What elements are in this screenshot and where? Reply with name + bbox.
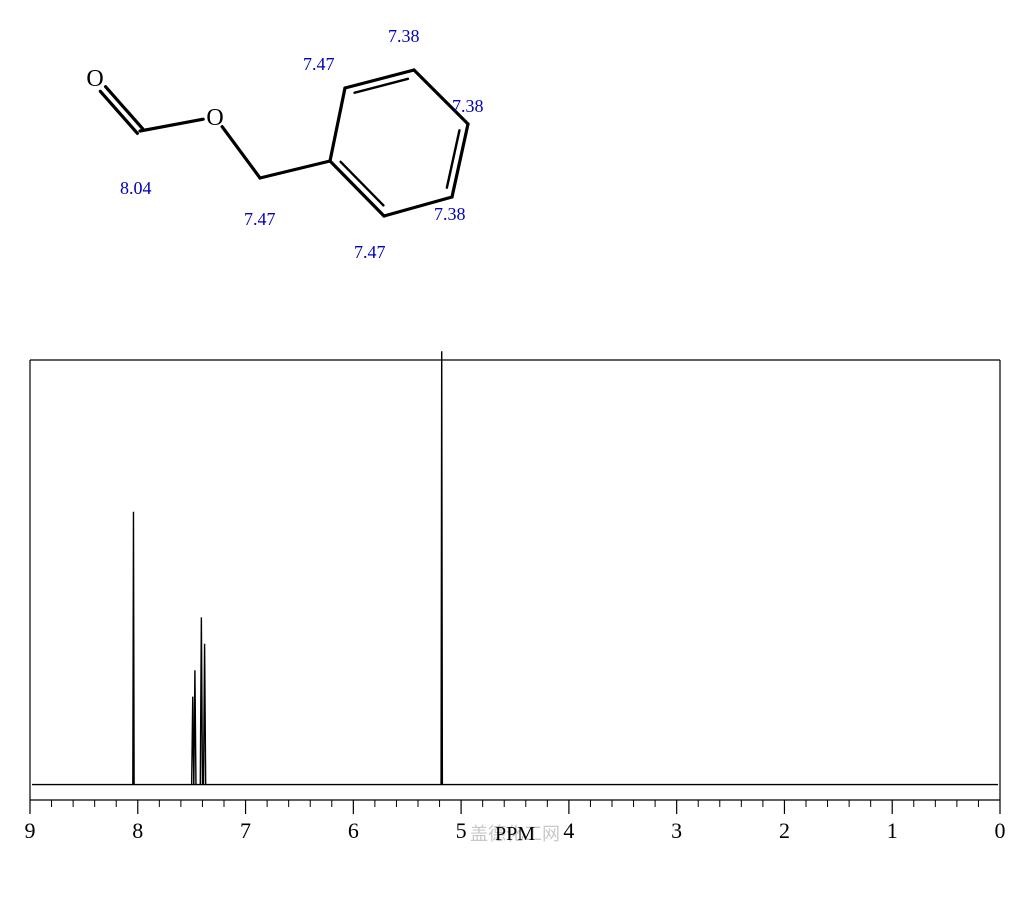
spectrum-peak — [200, 617, 202, 784]
axis-tick-label: 4 — [563, 818, 574, 843]
axis-tick-label: 9 — [25, 818, 36, 843]
spectrum-peak — [194, 670, 196, 784]
atom-label-o-carbonyl: O — [86, 66, 103, 92]
axis-tick-label: 7 — [240, 818, 251, 843]
nmr-spectrum: 9876543210盖德化工网PPM — [25, 351, 1006, 845]
axis-tick-label: 0 — [995, 818, 1006, 843]
axis-tick-label: 8 — [132, 818, 143, 843]
axis-tick-label: 2 — [779, 818, 790, 843]
axis-tick-label: 1 — [887, 818, 898, 843]
shift-label: 8.04 — [120, 178, 152, 198]
shift-label: 7.47 — [303, 54, 335, 74]
axis-title: PPM — [495, 823, 535, 845]
axis-tick-label: 5 — [456, 818, 467, 843]
figure-canvas: O O 8.04 7.47 7.47 7.47 7.38 7.38 7.38 9 8 7 6 5 4 3 2 1… — [0, 0, 1024, 900]
spectrum-peak — [204, 644, 206, 785]
spectrum-peak — [441, 351, 442, 784]
shift-label: 7.38 — [388, 26, 420, 46]
shift-label: 7.47 — [354, 242, 386, 262]
atom-label-o-ester: O — [206, 105, 223, 131]
axis-tick-label: 6 — [348, 818, 359, 843]
spectrum-peak — [133, 512, 134, 785]
shift-label: 7.38 — [452, 96, 484, 116]
shift-label: 7.38 — [434, 204, 466, 224]
axis-tick-label: 3 — [671, 818, 682, 843]
shift-label: 7.47 — [244, 209, 276, 229]
chemical-structure: O O 8.04 7.47 7.47 7.47 7.38 7.38 7.38 — [86, 26, 483, 262]
